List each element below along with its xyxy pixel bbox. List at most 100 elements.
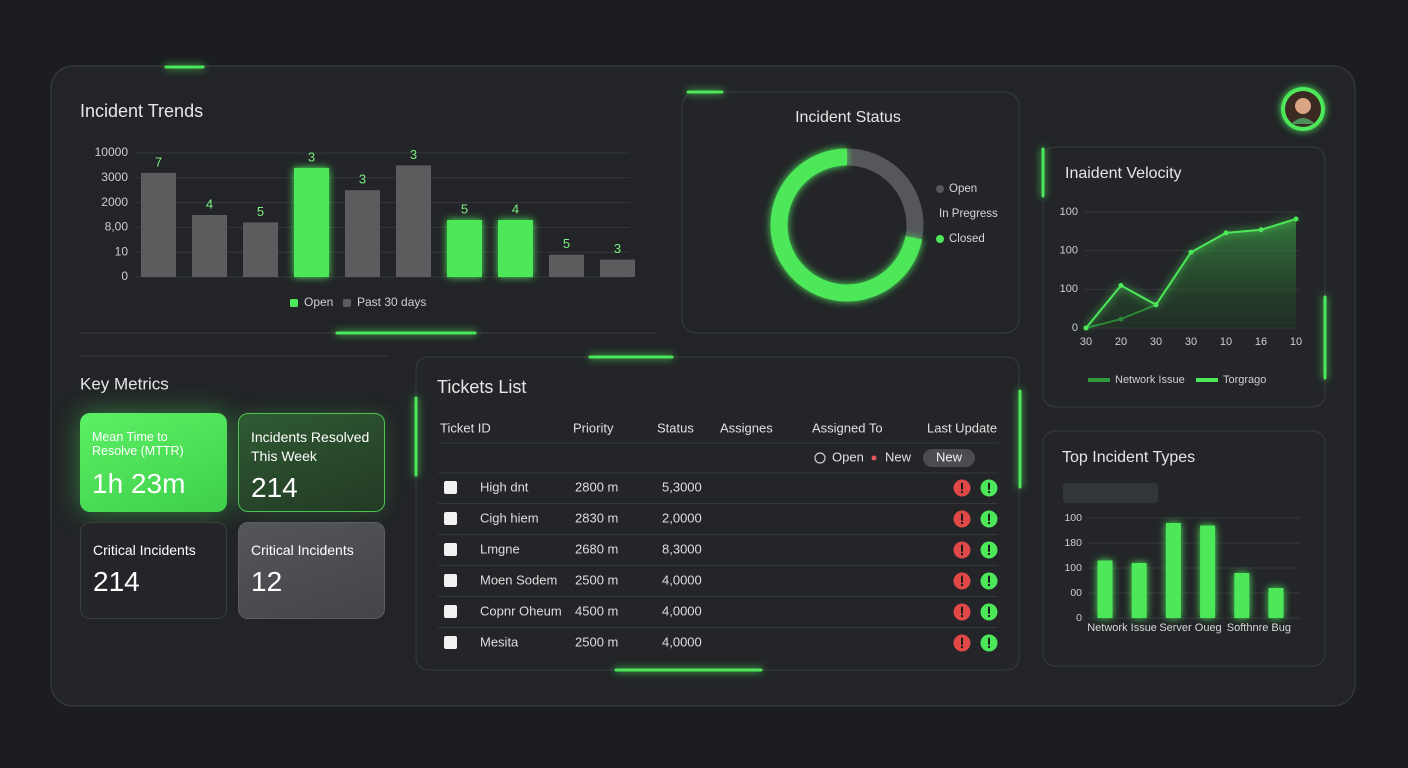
metric-label: Mean Time to Resolve (MTTR): [92, 430, 184, 458]
bar: [1097, 560, 1113, 618]
status-icon-dot: [960, 521, 964, 525]
row-checkbox[interactable]: [444, 512, 457, 525]
legend-label: Torgrago: [1223, 374, 1266, 386]
bar: [294, 167, 329, 277]
cell: High dnt: [480, 479, 529, 494]
filter-dot: [871, 455, 877, 461]
column-header: Priority: [573, 420, 614, 435]
bar-label: 5: [563, 236, 570, 251]
column-header: Assignes: [720, 420, 773, 435]
status-icon-dot: [960, 552, 964, 556]
x-tick-label: 30: [1185, 336, 1197, 348]
legend-swatch: [343, 299, 351, 307]
filter-pill[interactable]: [923, 449, 975, 467]
bar: [396, 165, 431, 277]
y-tick-label: 0: [121, 269, 128, 283]
line-area: [1086, 218, 1296, 328]
y-tick-label: 2000: [101, 195, 128, 209]
filter-option[interactable]: Open: [832, 449, 864, 464]
accents: [164, 65, 1327, 672]
trends-title: Incident Trends: [80, 101, 203, 121]
y-tick-label: 10: [115, 244, 129, 258]
cell: 2680 m: [575, 541, 618, 556]
x-tick-label: Network Issue: [1087, 622, 1157, 634]
line-point: [1153, 302, 1159, 308]
status-title: Incident Status: [795, 109, 901, 126]
bar: [192, 215, 227, 277]
x-tick-label: 30: [1080, 336, 1092, 348]
cell: Moen Sodem: [480, 572, 557, 587]
legend-dot: [936, 235, 944, 243]
y-tick-label: 100: [1060, 283, 1078, 295]
status-icon-dot: [987, 583, 991, 587]
cell: 2500 m: [575, 572, 618, 587]
types-title: Top Incident Types: [1062, 449, 1195, 466]
bar: [549, 254, 584, 277]
avatar[interactable]: [1281, 87, 1325, 131]
column-header: Last Update: [927, 420, 997, 435]
bar: [1234, 573, 1250, 618]
cell: 2,0000: [662, 510, 702, 525]
cell: 4,0000: [662, 603, 702, 618]
cell: 4,0000: [662, 572, 702, 587]
line-point: [1223, 230, 1229, 236]
donut-segment: [770, 148, 923, 302]
bar-label: 7: [155, 154, 162, 169]
filter-option[interactable]: New: [885, 449, 912, 464]
status-icon-dot: [987, 490, 991, 494]
bar: [447, 219, 482, 277]
y-tick-label: 3000: [101, 170, 128, 184]
cell: 4,0000: [662, 634, 702, 649]
status-icon-dot: [960, 490, 964, 494]
row-checkbox[interactable]: [444, 574, 457, 587]
cell: Lmgne: [480, 541, 520, 556]
metric-value: 214: [251, 472, 298, 503]
metric-card[interactable]: Incidents Resolved This Week 214: [238, 413, 385, 512]
status-icon-dot: [987, 552, 991, 556]
metric-card[interactable]: Mean Time to Resolve (MTTR) 1h 23m: [80, 413, 227, 512]
bar-label: 5: [461, 201, 468, 216]
cell: Copnr Oheum: [480, 603, 562, 618]
cell: 4500 m: [575, 603, 618, 618]
x-tick-label: Softhnre Bug: [1227, 622, 1291, 634]
row-checkbox[interactable]: [444, 605, 457, 618]
legend-label: Open: [304, 295, 333, 309]
row-checkbox[interactable]: [444, 481, 457, 494]
metric-value: 214: [93, 566, 140, 597]
x-tick-label: 16: [1255, 336, 1267, 348]
y-tick-label: 00: [1070, 587, 1082, 599]
y-tick-label: 10000: [95, 145, 129, 159]
status-icon-dot: [987, 614, 991, 618]
line-point: [1258, 227, 1264, 233]
y-tick-label: 100: [1064, 512, 1082, 524]
donut-segment: [846, 148, 924, 240]
bar-label: 4: [512, 201, 519, 216]
row-checkbox[interactable]: [444, 636, 457, 649]
metric-label: Incidents Resolved This Week: [251, 429, 370, 464]
row-checkbox[interactable]: [444, 543, 457, 556]
metric-value: 12: [251, 566, 283, 597]
bar: [1165, 523, 1181, 618]
column-header: Assigned To: [812, 420, 883, 435]
placeholder: [1063, 483, 1158, 503]
column-header: Ticket ID: [440, 420, 491, 435]
column-header: Status: [657, 420, 694, 435]
cell: 2500 m: [575, 634, 618, 649]
filter-option[interactable]: New: [936, 449, 963, 464]
metric-card[interactable]: Critical Incidents 12: [238, 522, 385, 619]
bar: [345, 190, 380, 277]
metrics-title: Key Metrics: [80, 374, 169, 393]
legend-dot: [936, 185, 944, 193]
x-tick-label: Server Oueg: [1159, 622, 1221, 634]
radio[interactable]: [814, 452, 826, 464]
legend-label: Closed: [949, 233, 985, 245]
bar: [1268, 588, 1284, 618]
x-tick-label: 10: [1290, 336, 1302, 348]
status-icon-dot: [987, 645, 991, 649]
status-panel: [681, 91, 1020, 334]
metric-card[interactable]: Critical Incidents 214: [80, 522, 227, 619]
bar: [498, 219, 533, 277]
line-point: [1188, 249, 1194, 255]
line-point: [1293, 216, 1299, 222]
